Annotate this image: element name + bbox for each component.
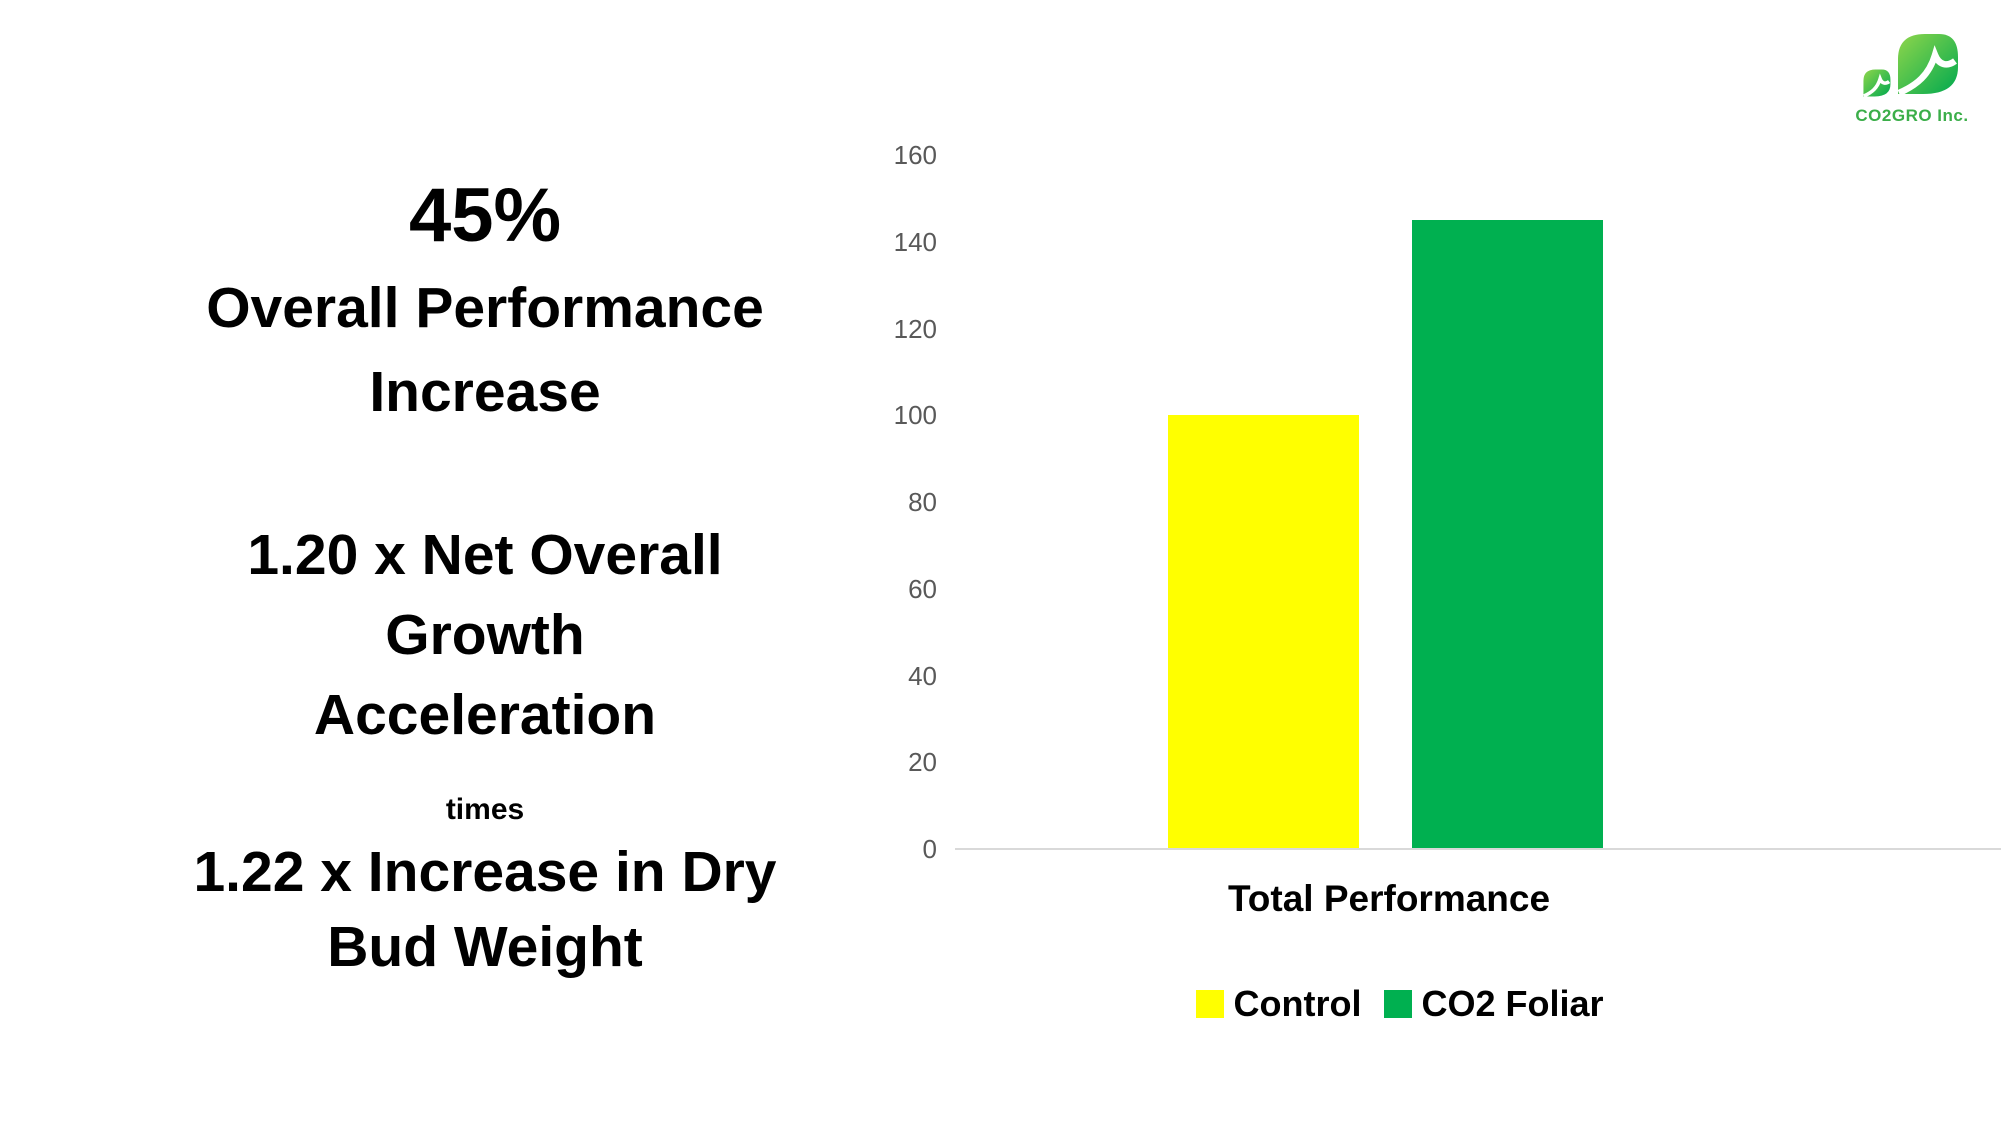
bar-co2-foliar	[1412, 220, 1603, 849]
y-tick-label: 0	[922, 834, 937, 864]
leaf-logo-icon	[1863, 34, 1958, 98]
dry-bud-weight-stat: 1.22 x Increase in Dry Bud Weight	[125, 835, 845, 985]
y-tick-label: 160	[893, 140, 937, 170]
growth-acceleration-stat: 1.20 x Net Overall Growth Acceleration	[125, 515, 845, 755]
y-tick-label: 60	[908, 573, 937, 604]
bar-group	[1168, 155, 1603, 849]
co2gro-logo: CO2GRO Inc.	[1853, 26, 1971, 126]
category-label: Total Performance	[1227, 878, 1551, 919]
x-axis-line	[955, 848, 2001, 850]
y-tick-label: 80	[908, 487, 937, 517]
legend-label-co2-foliar: CO2 Foliar	[1421, 983, 1604, 1024]
legend-label-control: Control	[1233, 983, 1362, 1024]
y-tick-label: 40	[908, 660, 937, 691]
y-tick-label: 140	[893, 226, 937, 257]
times-connector: times	[445, 793, 525, 826]
control-swatch-icon	[1196, 990, 1225, 1018]
legend-item-co2-foliar: CO2 Foliar	[1384, 983, 1604, 1025]
stat-line: Acceleration	[313, 683, 657, 747]
stat-line: 1.22 x Increase in Dry	[193, 840, 777, 904]
co2-foliar-swatch-icon	[1384, 990, 1413, 1018]
stat-line: Growth	[385, 603, 585, 667]
y-tick-label: 100	[893, 400, 937, 431]
headline-line: Overall Performance	[206, 276, 764, 340]
y-tick-label: 120	[893, 313, 937, 344]
stat-line: 1.20 x Net Overall	[247, 523, 723, 587]
bar-control	[1168, 415, 1359, 849]
y-axis: 0 20 40 60 80 100 120 140 160	[837, 142, 937, 862]
headline-percentage: 45%	[408, 173, 562, 258]
stats-panel: 45% Overall Performance Increase 1.20 x …	[125, 0, 845, 1125]
plot-area	[955, 155, 2001, 850]
headline-text: Overall Performance Increase	[125, 266, 845, 434]
legend-item-control: Control	[1196, 983, 1361, 1025]
stat-line: Bud Weight	[327, 915, 643, 979]
legend: Control CO2 Foliar	[955, 983, 1845, 1025]
y-tick-label: 20	[908, 747, 937, 778]
headline-line: Increase	[369, 360, 601, 424]
logo-wordmark: CO2GRO Inc.	[1855, 106, 1969, 125]
